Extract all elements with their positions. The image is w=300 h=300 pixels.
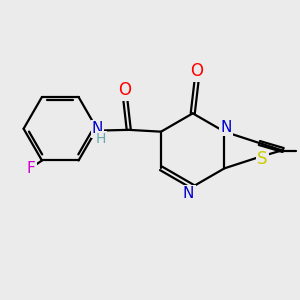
Text: F: F	[27, 161, 35, 176]
Text: N: N	[220, 120, 231, 135]
Text: O: O	[118, 81, 132, 99]
Text: N: N	[183, 187, 194, 202]
Text: S: S	[257, 150, 268, 168]
Text: O: O	[190, 62, 203, 80]
Text: H: H	[96, 132, 106, 146]
Text: N: N	[92, 122, 103, 136]
